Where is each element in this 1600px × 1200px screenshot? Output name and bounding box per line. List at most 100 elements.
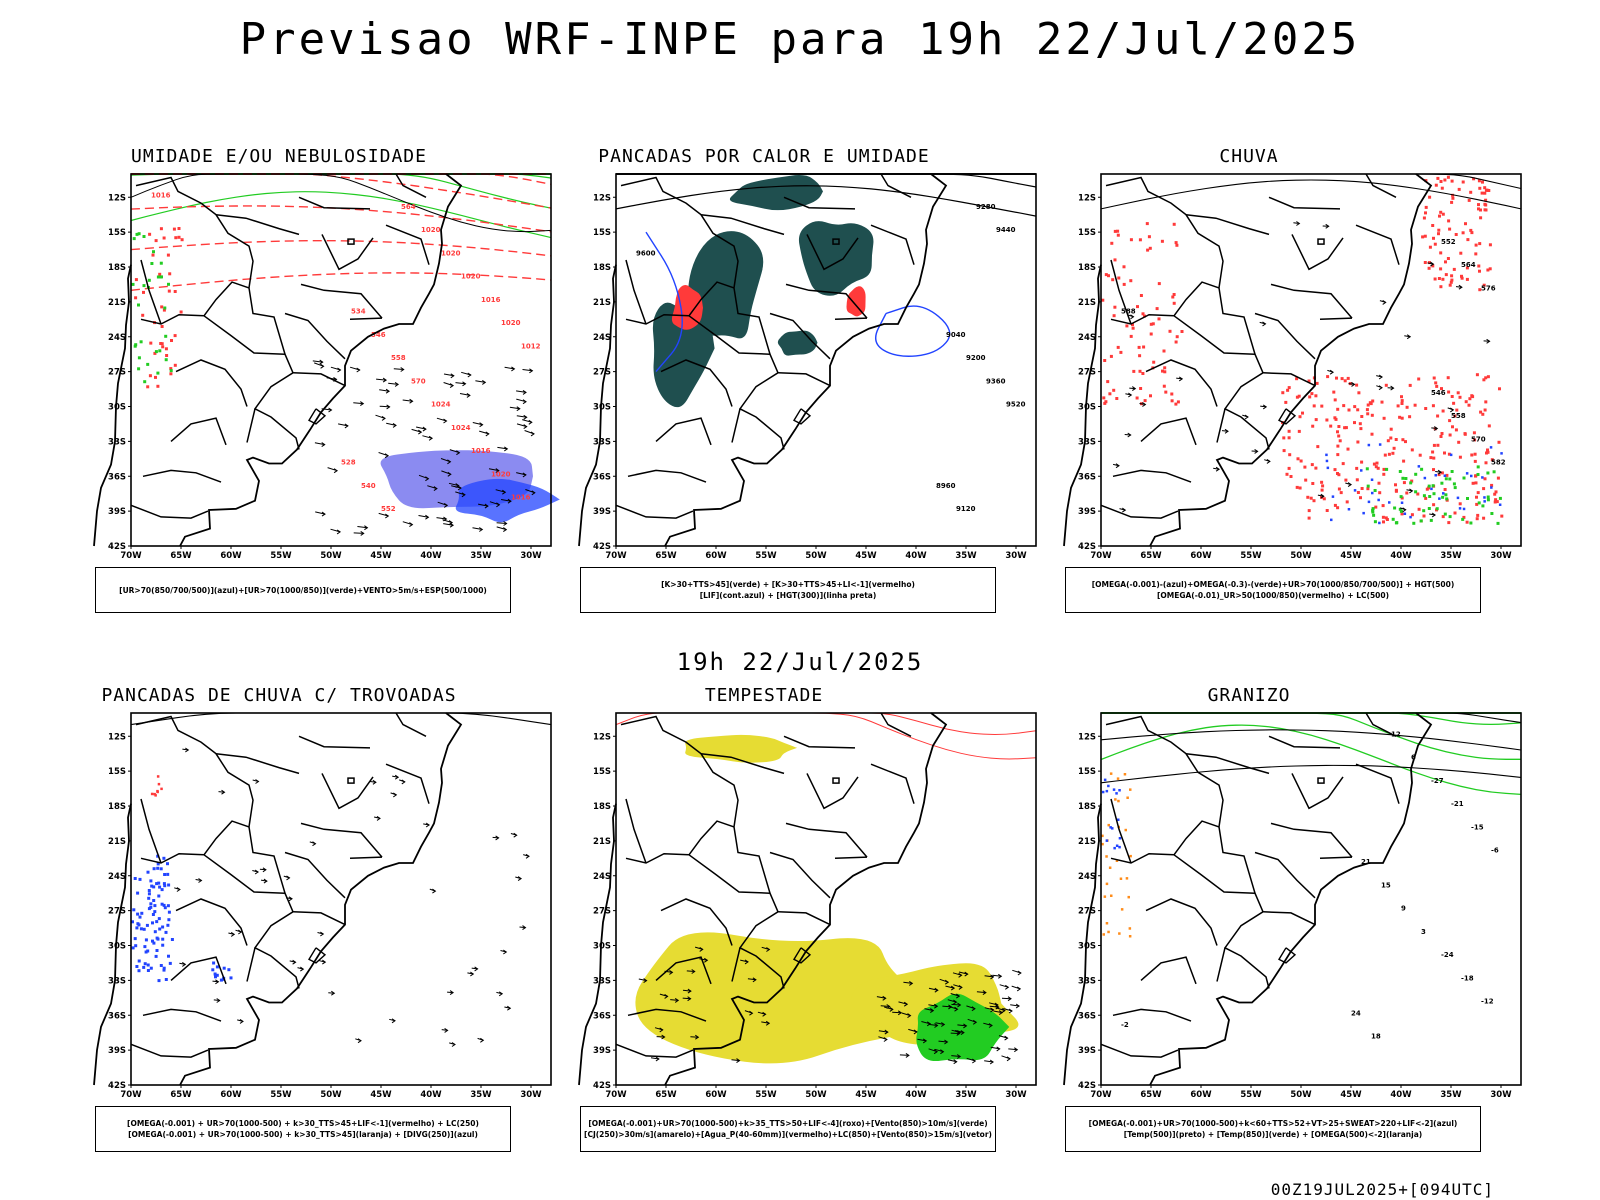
- hail-area: [1112, 788, 1116, 791]
- wind-vector-head: [337, 367, 342, 373]
- divergence-area: [146, 870, 150, 874]
- omega-03-area: [1414, 472, 1418, 476]
- thunderstorm-area: [153, 792, 156, 796]
- omega-ur-area: [1422, 216, 1426, 220]
- omega-ur-area: [1483, 477, 1487, 481]
- divergence-area: [147, 896, 151, 900]
- humidity-1000-850-area: [173, 334, 177, 338]
- panel-pancadas-calor: PANCADAS POR CALOR E UMIDADE 9600 9520 944…: [544, 146, 1037, 616]
- wind-vector-head: [457, 485, 462, 491]
- divergence-area: [161, 943, 165, 947]
- omega-ur-area: [1423, 261, 1427, 264]
- wind-vector: [393, 368, 404, 370]
- wind-vector-head: [972, 1058, 977, 1064]
- omega-ur-area: [1453, 511, 1457, 515]
- streamline-arrow-head: [216, 998, 221, 1003]
- divergence-area: [152, 899, 156, 902]
- border-line: [625, 259, 647, 325]
- map-background: [1101, 713, 1521, 1085]
- border-line: [298, 196, 371, 210]
- border-line: [321, 234, 374, 271]
- streamline-arrow-head: [1437, 469, 1443, 475]
- lat-tick-label: 18S: [1078, 802, 1096, 812]
- lon-tick-label: 55W: [755, 1090, 777, 1100]
- streamline-arrow-head: [1262, 404, 1268, 410]
- humidity-1000-850-area: [133, 344, 137, 348]
- wind-vector-head: [503, 527, 508, 533]
- omega-03-area: [1498, 496, 1502, 500]
- wind-vector-head: [994, 1002, 999, 1008]
- omega-0001-area: [1409, 515, 1412, 519]
- border-line: [292, 372, 346, 387]
- omega-ur-area: [1138, 354, 1142, 358]
- omega-500-area: [1129, 788, 1132, 791]
- omega-ur-area: [1437, 228, 1441, 232]
- humidity-1000-850-area: [163, 306, 167, 310]
- border-line: [688, 281, 735, 317]
- omega-500-area: [1107, 930, 1110, 934]
- omega-ur-area: [1374, 505, 1378, 509]
- omega-ur-area: [1336, 453, 1340, 457]
- humidity-1000-850-area: [149, 341, 153, 345]
- wind-vector: [990, 1046, 1000, 1050]
- legend-line-2: [OMEGA(-0.001) + UR>70(1000-500) + k>30_…: [128, 1130, 478, 1139]
- streamline-arrow-head: [1266, 458, 1271, 464]
- legend-line-1: [OMEGA(-0.001)+UR>70(1000-500)+k<60+TTS>…: [1088, 1119, 1458, 1128]
- panel-legend: [OMEGA(-0.001)+UR>70(1000-500)+k<60+TTS>…: [1065, 1106, 1481, 1152]
- contour-label: 570: [1471, 435, 1486, 443]
- border-line: [660, 359, 733, 407]
- border-line: [135, 715, 300, 989]
- streamline-arrow-head: [513, 832, 518, 838]
- streamline-arrow-head: [1320, 493, 1325, 499]
- omega-ur-area: [1473, 452, 1477, 456]
- run-time-footer: 00Z19JUL2025+[094UTC]: [1270, 1180, 1494, 1199]
- omega-500-area: [1103, 895, 1107, 898]
- contour-label: 552: [1441, 238, 1456, 246]
- wind-vector-head: [752, 977, 757, 983]
- border-line: [1105, 176, 1270, 450]
- wind-vector: [415, 426, 427, 430]
- panel-title: PANCADAS POR CALOR E UMIDADE: [598, 146, 930, 167]
- lat-tick-label: 21S: [108, 298, 126, 308]
- lat-tick-label: 30S: [593, 403, 611, 413]
- omega-ur-area: [1370, 432, 1374, 436]
- omega-ur-area: [1161, 369, 1164, 373]
- lon-tick-label: 30W: [520, 1090, 542, 1100]
- omega-ur-area: [1446, 175, 1450, 179]
- lon-tick-label: 40W: [1390, 551, 1412, 561]
- omega-03-area: [1461, 517, 1465, 521]
- omega-03-area: [1372, 513, 1376, 517]
- border-line: [655, 417, 712, 446]
- omega-ur-area: [1434, 381, 1438, 385]
- omega-ur-area: [1400, 512, 1404, 516]
- wind-vector-head: [934, 987, 939, 993]
- border-line: [1185, 213, 1270, 236]
- wind-vector-head: [930, 1008, 935, 1014]
- border-line: [140, 259, 162, 325]
- omega-ur-area: [1440, 186, 1444, 190]
- border-line: [1270, 283, 1353, 319]
- omega-03-area: [1466, 497, 1469, 500]
- border-line: [349, 317, 383, 321]
- lon-tick-label: 45W: [1340, 1090, 1362, 1100]
- wind-vector-head: [384, 453, 390, 459]
- lat-tick-label: 18S: [593, 263, 611, 273]
- contour-label: -18: [1461, 974, 1474, 982]
- lon-tick-label: 50W: [1290, 551, 1312, 561]
- omega-500-area: [1105, 922, 1109, 925]
- wind-vector: [1008, 1048, 1018, 1051]
- streamline-arrow-head: [1402, 507, 1407, 513]
- divergence-area: [142, 965, 146, 969]
- wind-vector-head: [447, 471, 452, 477]
- omega-ur-area: [1389, 436, 1393, 440]
- lon-tick-label: 35W: [470, 1090, 492, 1100]
- lon-tick-label: 30W: [1490, 551, 1512, 561]
- omega-500-area: [1110, 894, 1113, 897]
- divergence-area: [137, 959, 141, 963]
- contour-label: -2: [1121, 1021, 1129, 1029]
- wind-vector-head: [328, 407, 333, 413]
- omega-ur-area: [1386, 439, 1390, 443]
- wind-vector-head: [449, 383, 455, 389]
- omega-ur-area: [1147, 235, 1151, 239]
- divergence-area: [147, 889, 151, 892]
